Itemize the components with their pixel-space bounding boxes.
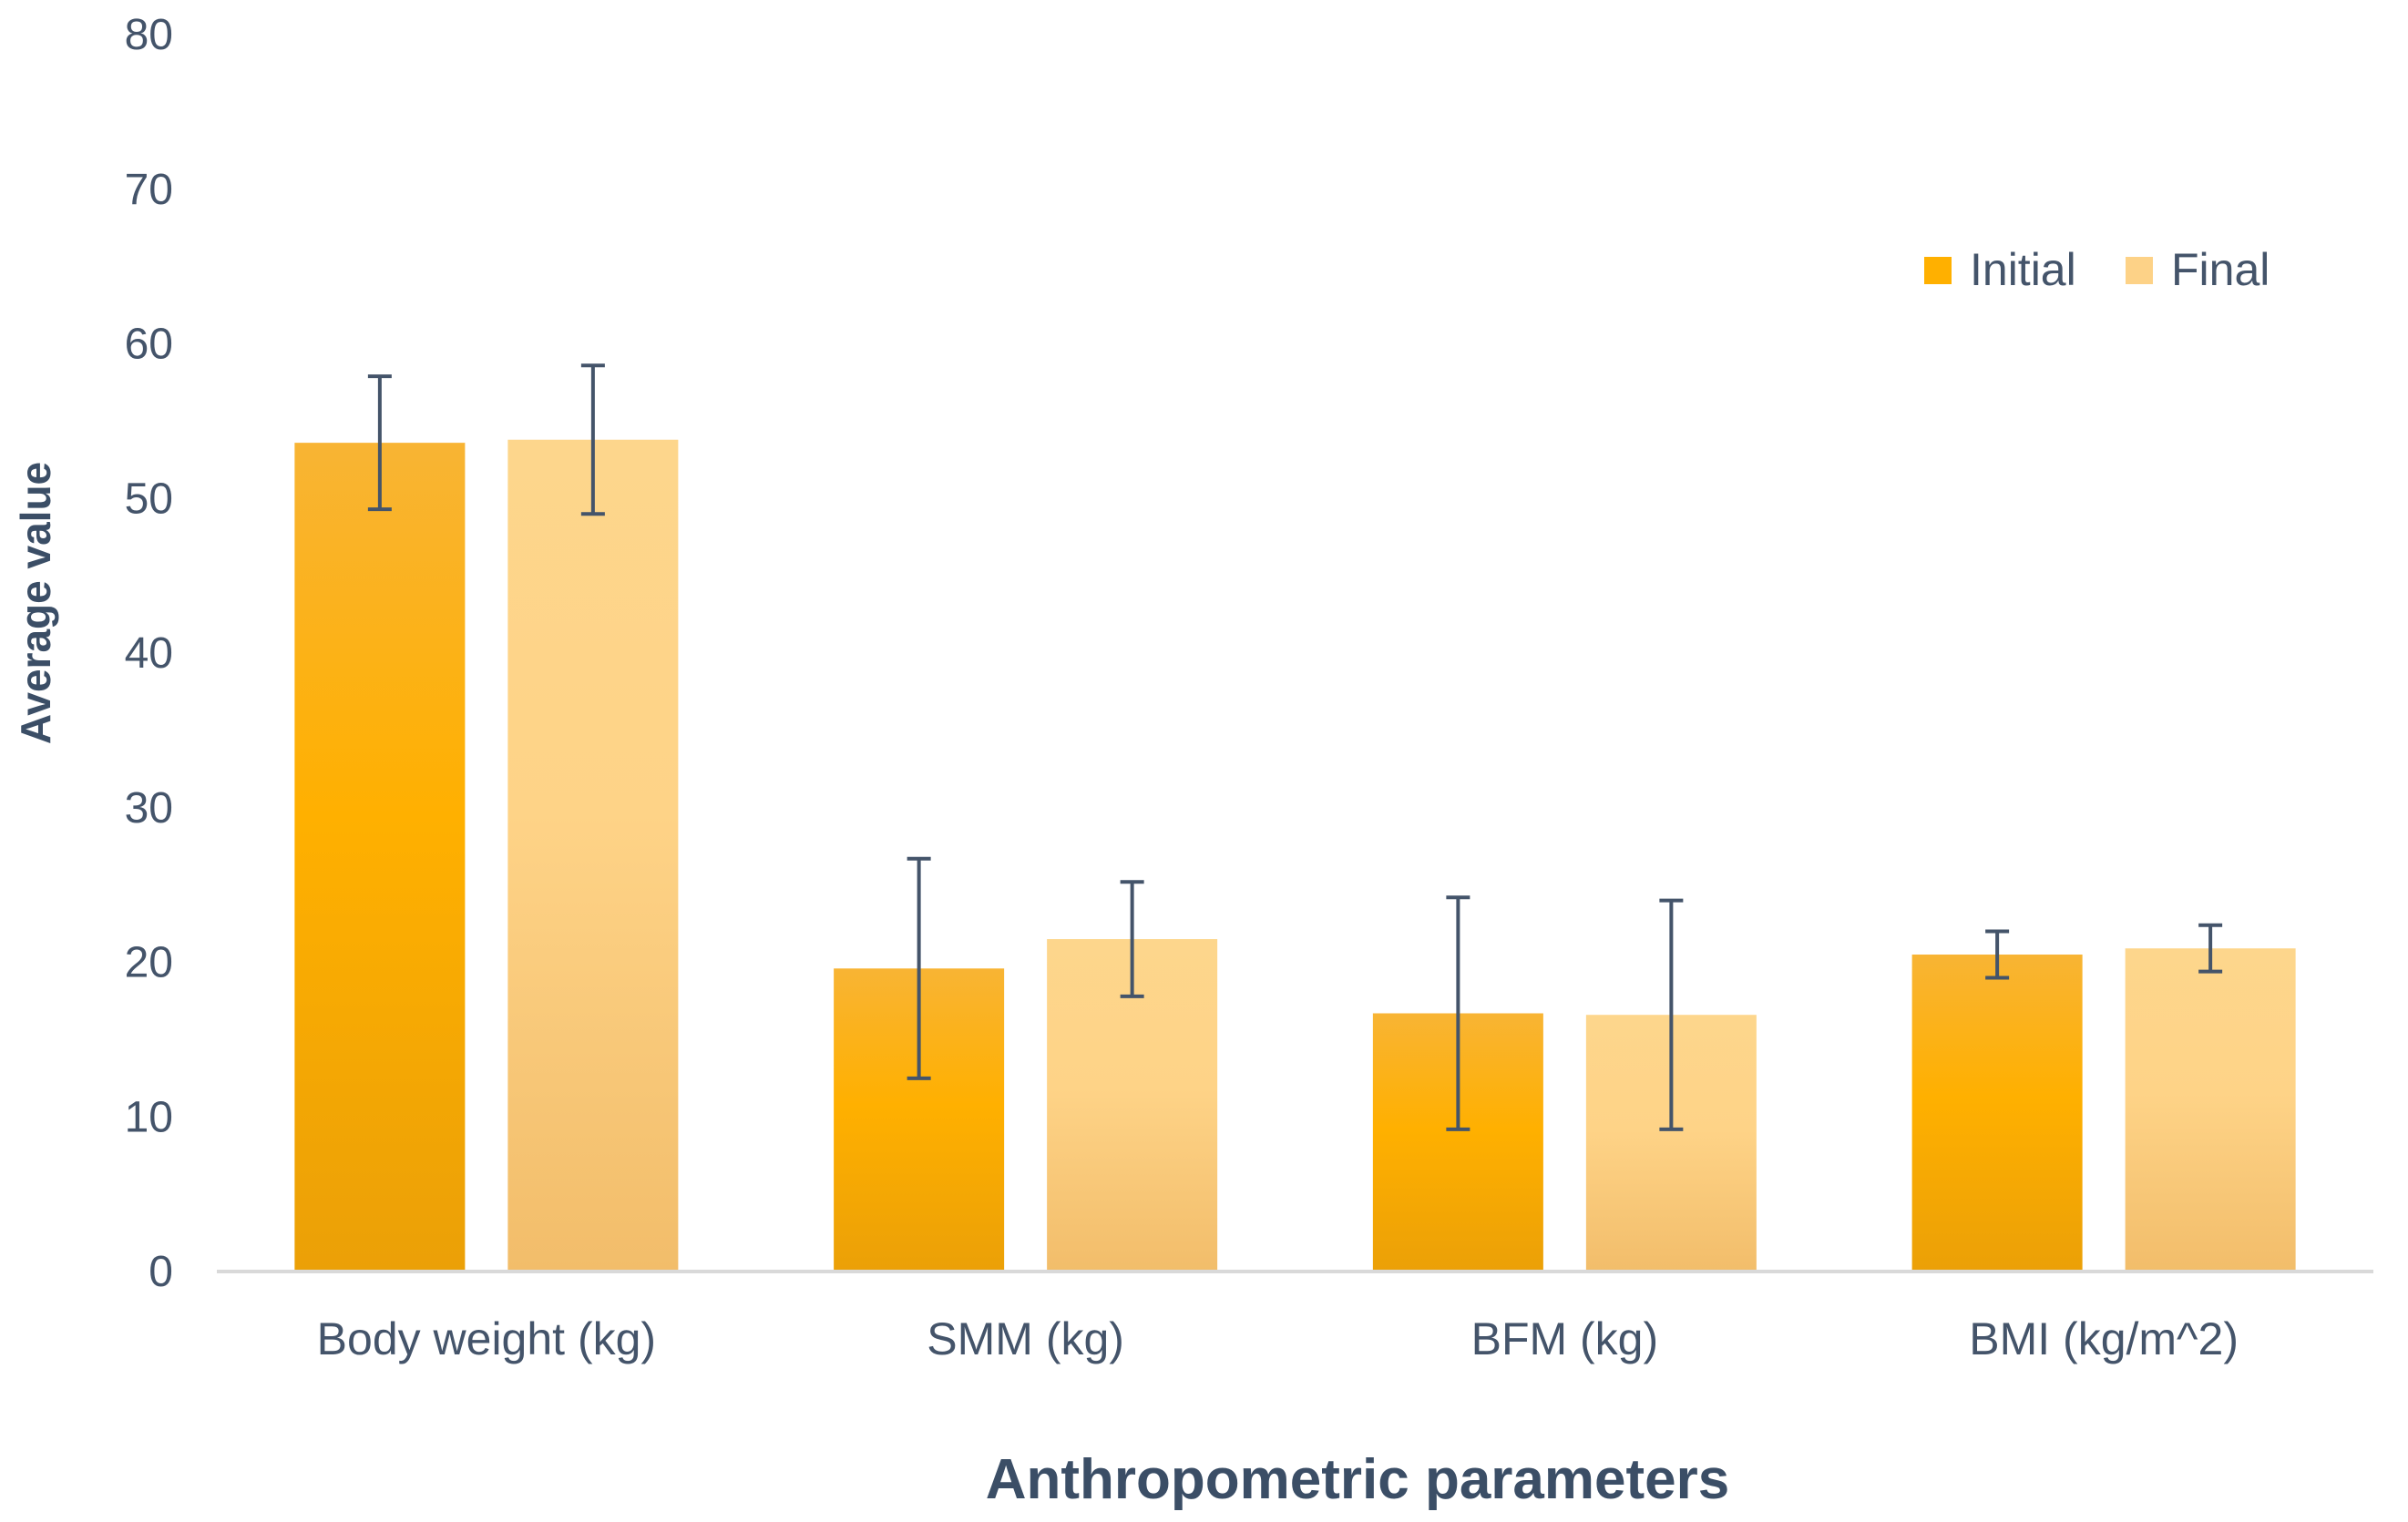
bars	[294, 439, 2296, 1272]
legend-label: Final	[2171, 244, 2270, 295]
legend: Initial Final	[1924, 244, 2270, 295]
bar-initial-3	[1911, 955, 2083, 1272]
error-bar-final-0	[580, 363, 605, 516]
error-bars	[367, 363, 2223, 1131]
x-category-label: BMI (kg/m^2)	[1969, 1313, 2239, 1364]
y-tick-label: 10	[125, 1093, 173, 1141]
bar-final-0	[507, 439, 679, 1272]
x-category-label: Body weight (kg)	[317, 1313, 656, 1364]
y-tick-label: 30	[125, 784, 173, 833]
x-axis-category-labels: Body weight (kg) SMM (kg) BFM (kg) BMI (kg/…	[317, 1313, 2239, 1364]
error-bar-final-1	[1120, 880, 1144, 998]
y-axis-ticks: 0 10 20 30 40 50 60 70 80	[125, 11, 173, 1296]
error-bar-initial-3	[1985, 929, 2010, 980]
y-tick-label: 20	[125, 939, 173, 987]
y-axis-title: Average value	[12, 462, 59, 744]
y-tick-label: 0	[149, 1248, 173, 1296]
x-category-label: BFM (kg)	[1471, 1313, 1659, 1364]
bar-final-3	[2125, 948, 2296, 1272]
y-tick-label: 80	[125, 11, 173, 59]
error-bar-initial-0	[367, 374, 392, 512]
y-tick-label: 70	[125, 166, 173, 214]
error-bar-initial-2	[1446, 895, 1470, 1131]
legend-swatch	[2126, 257, 2153, 284]
error-bar-initial-1	[907, 856, 931, 1080]
x-axis-title: Anthropometric parameters	[986, 1448, 1730, 1511]
legend-item-final: Final	[2126, 244, 2270, 295]
bar-initial-0	[294, 443, 466, 1272]
x-category-label: SMM (kg)	[927, 1313, 1124, 1364]
y-tick-label: 60	[125, 321, 173, 369]
y-tick-label: 40	[125, 629, 173, 678]
error-bar-final-3	[2198, 923, 2223, 974]
legend-item-initial: Initial	[1924, 244, 2076, 295]
y-tick-label: 50	[125, 475, 173, 523]
error-bar-final-2	[1659, 898, 1684, 1131]
legend-label: Initial	[1970, 244, 2076, 295]
legend-swatch	[1924, 257, 1952, 284]
